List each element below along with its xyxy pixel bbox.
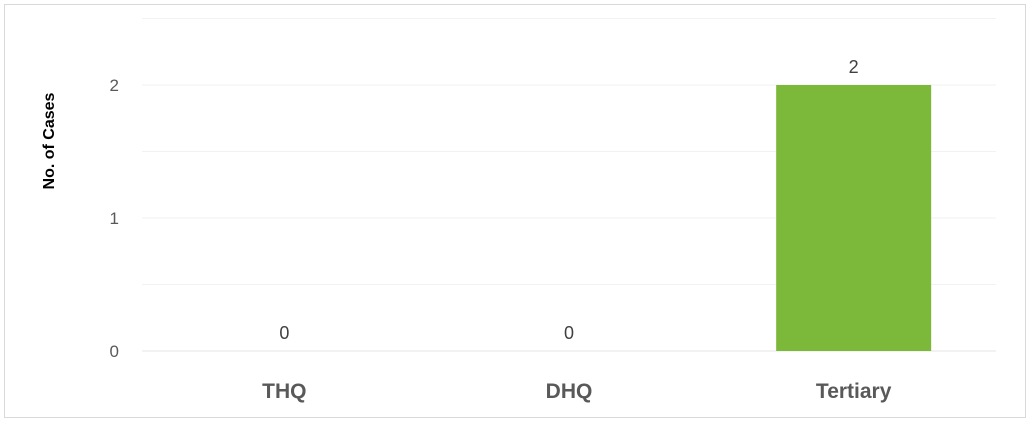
x-category-labels: THQ DHQ Tertiary — [262, 380, 892, 403]
x-category-label-dhq: DHQ — [546, 380, 593, 403]
y-axis-title: No. of Cases — [41, 92, 58, 189]
bars — [776, 85, 932, 351]
x-category-label-thq: THQ — [262, 380, 306, 403]
y-tick-labels: 0 1 2 — [110, 76, 119, 361]
y-tick-label: 0 — [110, 342, 119, 361]
y-tick-label: 2 — [110, 76, 119, 95]
data-labels: 0 0 2 — [279, 57, 858, 343]
data-label-thq: 0 — [279, 323, 289, 343]
bar-tertiary — [776, 85, 932, 351]
data-label-tertiary: 2 — [849, 57, 859, 77]
data-label-dhq: 0 — [564, 323, 574, 343]
y-tick-label: 1 — [110, 209, 119, 228]
x-category-label-tertiary: Tertiary — [816, 380, 892, 403]
